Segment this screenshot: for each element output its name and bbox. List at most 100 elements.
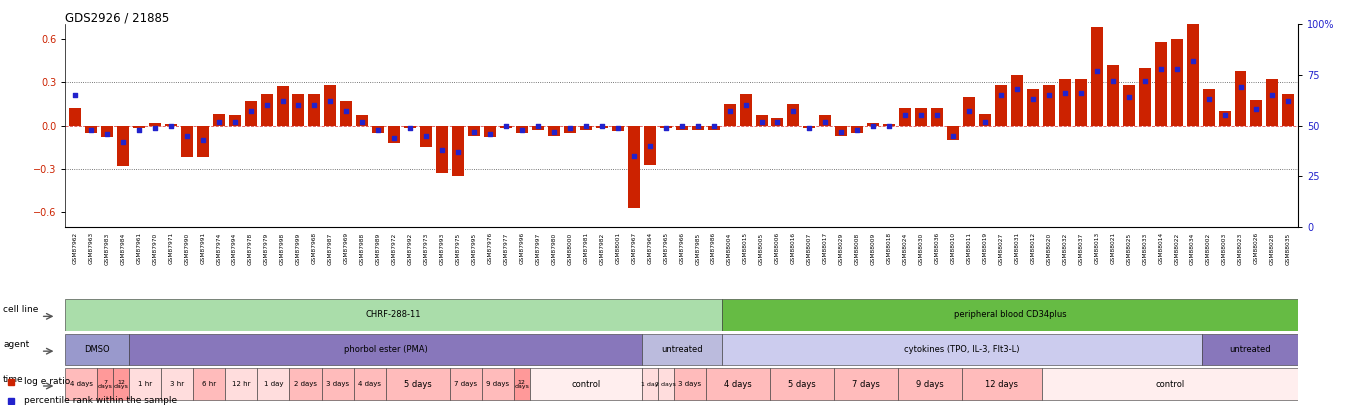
Bar xyxy=(165,124,177,126)
Bar xyxy=(564,126,576,133)
Point xyxy=(1182,58,1204,64)
Bar xyxy=(500,126,512,128)
Point xyxy=(368,126,390,133)
Point xyxy=(1038,92,1060,98)
Point xyxy=(1086,68,1107,74)
Text: phorbol ester (PMA): phorbol ester (PMA) xyxy=(343,345,428,354)
Bar xyxy=(706,369,770,400)
Bar xyxy=(293,94,305,126)
Point xyxy=(159,122,181,129)
Text: 3 days: 3 days xyxy=(326,382,349,387)
Bar xyxy=(963,97,975,126)
Bar xyxy=(898,369,962,400)
Point xyxy=(527,122,549,129)
Bar xyxy=(1122,85,1135,126)
Bar xyxy=(469,126,479,136)
Point xyxy=(1261,92,1283,98)
Bar xyxy=(658,369,674,400)
Point xyxy=(1246,106,1268,113)
Point xyxy=(128,126,150,133)
Point xyxy=(383,134,405,141)
Text: 12
days: 12 days xyxy=(515,379,528,389)
Bar xyxy=(354,369,385,400)
Bar xyxy=(65,369,98,400)
Bar xyxy=(226,369,257,400)
Bar xyxy=(996,85,1007,126)
Point xyxy=(943,132,964,139)
Bar xyxy=(612,126,624,131)
Point xyxy=(223,118,245,125)
Point xyxy=(1007,86,1028,92)
Bar xyxy=(979,114,992,126)
Point xyxy=(798,124,820,131)
Bar xyxy=(113,369,129,400)
Bar xyxy=(884,124,895,126)
Bar xyxy=(385,369,449,400)
Bar xyxy=(1075,79,1087,126)
Text: DMSO: DMSO xyxy=(84,345,110,354)
Bar xyxy=(595,126,607,128)
Bar xyxy=(1219,111,1230,126)
Bar xyxy=(98,369,113,400)
Text: 2 days: 2 days xyxy=(294,382,317,387)
Bar xyxy=(642,334,722,365)
Point xyxy=(1133,78,1155,84)
Point xyxy=(686,122,708,129)
Point xyxy=(622,153,644,159)
Bar xyxy=(65,299,722,330)
Bar xyxy=(133,126,144,128)
Bar xyxy=(642,369,658,400)
Bar xyxy=(181,126,192,158)
Bar xyxy=(1011,75,1023,126)
Point xyxy=(814,118,836,125)
Point xyxy=(734,102,756,109)
Bar xyxy=(1201,334,1298,365)
Point xyxy=(750,118,772,125)
Text: 1 day: 1 day xyxy=(642,382,658,387)
Point xyxy=(862,122,884,129)
Bar xyxy=(357,115,368,126)
Bar xyxy=(162,369,193,400)
Point xyxy=(80,126,102,133)
Bar xyxy=(1027,90,1039,126)
Bar xyxy=(756,115,768,126)
Point xyxy=(558,124,580,131)
Point xyxy=(974,118,996,125)
Point xyxy=(878,122,900,129)
Point xyxy=(415,132,437,139)
Point xyxy=(256,102,278,109)
Bar xyxy=(787,104,799,126)
Bar xyxy=(129,369,162,400)
Text: control: control xyxy=(1155,380,1185,389)
Point xyxy=(1102,78,1124,84)
Point xyxy=(240,108,262,115)
Point xyxy=(671,122,693,129)
Bar xyxy=(1267,79,1279,126)
Bar xyxy=(899,108,911,126)
Bar xyxy=(449,369,482,400)
Bar xyxy=(1234,70,1246,126)
Text: log e ratio: log e ratio xyxy=(25,377,71,386)
Bar xyxy=(676,126,688,130)
Bar xyxy=(771,118,783,126)
Point xyxy=(192,136,214,143)
Point xyxy=(543,128,565,135)
Bar xyxy=(1058,79,1071,126)
Bar xyxy=(405,126,417,128)
Text: 6 hr: 6 hr xyxy=(203,382,217,387)
Bar xyxy=(820,115,831,126)
Bar xyxy=(148,123,161,126)
Point xyxy=(1022,96,1043,102)
Bar xyxy=(722,334,1201,365)
Text: peripheral blood CD34plus: peripheral blood CD34plus xyxy=(953,310,1066,319)
Bar xyxy=(644,126,655,164)
Bar xyxy=(421,126,432,147)
Bar xyxy=(580,126,592,130)
Point xyxy=(703,122,725,129)
Text: untreated: untreated xyxy=(1229,345,1271,354)
Bar xyxy=(129,334,642,365)
Text: 5 days: 5 days xyxy=(787,380,816,389)
Point xyxy=(287,102,309,109)
Bar xyxy=(193,369,226,400)
Bar xyxy=(1107,65,1118,126)
